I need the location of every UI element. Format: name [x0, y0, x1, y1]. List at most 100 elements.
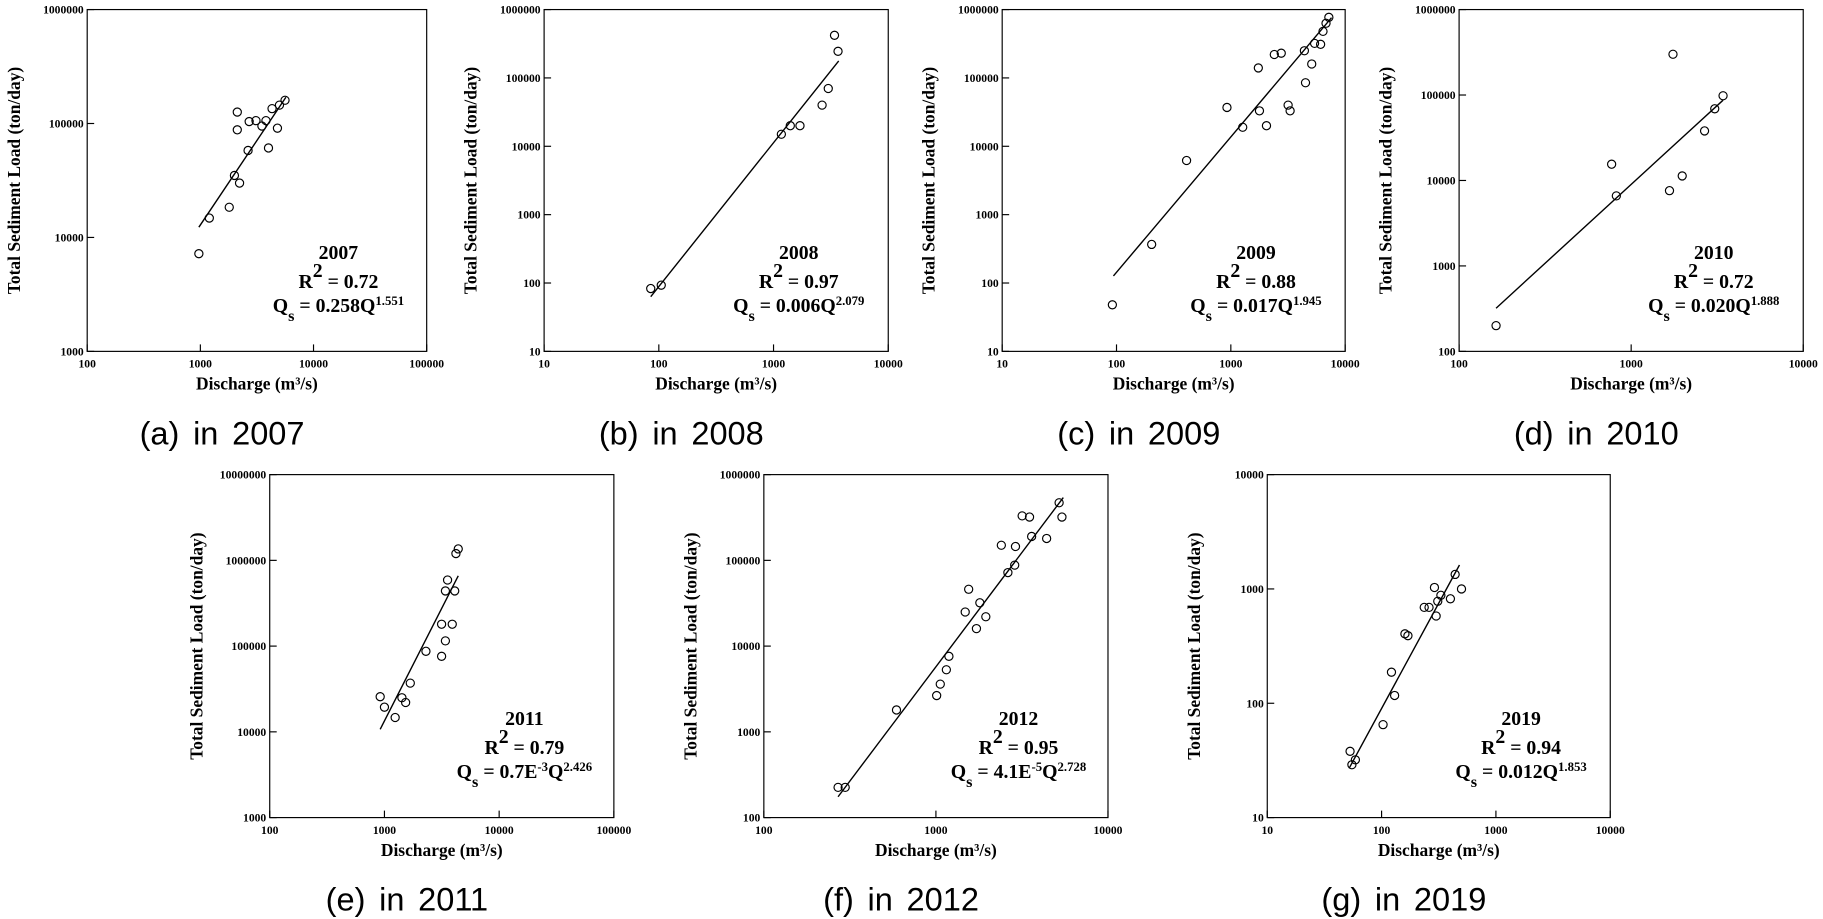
y-tick-label: 10000 — [1235, 469, 1264, 482]
y-tick-label: 100 — [1438, 345, 1456, 358]
annotation-part: Q — [273, 295, 288, 317]
data-point — [1436, 590, 1446, 600]
data-point — [1300, 78, 1311, 88]
annotation-part: Q — [1190, 295, 1205, 317]
data-point — [1054, 498, 1064, 508]
y-axis-label: Total Sediment Load (ton/day) — [919, 67, 939, 295]
annotation-year: 2009 — [1236, 242, 1276, 264]
data-point — [232, 125, 242, 135]
data-point — [1378, 720, 1388, 730]
annotation-part: 2 — [773, 260, 783, 282]
annotation-part: 1.853 — [1558, 760, 1587, 774]
annotation-part: s — [1206, 307, 1212, 325]
panel: 10 100 1000 10000 10 100 1000 10000 100000 100000… — [461, 4, 903, 452]
annotation-part: Q — [1648, 295, 1663, 317]
y-tick-label: 1000000 — [43, 4, 84, 17]
x-axis-label: Discharge (m³/s) — [1570, 374, 1692, 394]
data-point — [261, 115, 271, 126]
x-tick-label: 10000 — [1789, 358, 1818, 371]
annotation-year: 2011 — [505, 708, 543, 730]
annotation-part: Q — [951, 761, 966, 783]
data-point — [944, 651, 954, 661]
annotation-part: 2 — [1495, 726, 1505, 748]
data-point — [244, 116, 254, 127]
data-point — [1269, 49, 1279, 60]
annotation-part: 2 — [993, 726, 1003, 748]
annotation-part: R — [1481, 737, 1496, 759]
data-point — [1276, 48, 1286, 58]
data-point — [1254, 106, 1265, 116]
data-point — [1057, 512, 1067, 522]
data-point — [776, 129, 787, 139]
annotation-equation: Qs = 0.7E-3Q2.426 — [457, 760, 593, 791]
y-tick-label: 1000 — [1241, 583, 1264, 596]
x-tick-label: 10000 — [874, 358, 903, 371]
y-tick-label: 1000 — [1432, 260, 1455, 273]
annotation-equation: Qs = 0.020Q1.888 — [1648, 294, 1779, 325]
y-axis-label: Total Sediment Load (ton/day) — [1184, 532, 1204, 760]
data-point — [194, 249, 204, 259]
data-point — [450, 586, 460, 596]
data-point — [263, 143, 274, 153]
annotation-part: 2.728 — [1058, 760, 1087, 774]
annotation-part: 2.426 — [563, 760, 592, 774]
data-point — [1003, 567, 1013, 578]
x-tick-label: 10000 — [1596, 824, 1625, 837]
data-point — [1664, 186, 1675, 196]
data-point — [1283, 100, 1293, 110]
data-point — [1041, 533, 1052, 544]
data-point — [1718, 91, 1728, 101]
data-point — [1456, 584, 1467, 594]
annotation-part: R — [1674, 271, 1689, 293]
data-point — [1261, 121, 1272, 131]
caption: (c) in 2009 — [1057, 415, 1220, 451]
x-tick-label: 100 — [261, 824, 279, 837]
annotation-year: 2019 — [1501, 708, 1541, 730]
annotation-r2: R2 = 0.72 — [1674, 260, 1754, 293]
annotation-part: Q — [1042, 761, 1057, 783]
annotation-part: R — [979, 737, 994, 759]
data-point — [1299, 46, 1310, 56]
y-tick-label: 1000 — [243, 812, 266, 825]
data-point — [981, 612, 991, 622]
y-axis-label: Total Sediment Load (ton/day) — [186, 532, 206, 760]
y-tick-label: 1000000 — [500, 4, 541, 17]
data-point — [891, 705, 902, 715]
y-tick-label: 10 — [987, 345, 999, 358]
annotation-part: Q — [457, 761, 472, 783]
fit-line — [379, 575, 459, 730]
y-axis-label: Total Sediment Load (ton/day) — [1376, 67, 1396, 295]
y-axis-label: Total Sediment Load (ton/day) — [461, 67, 481, 295]
data-point — [1445, 594, 1456, 604]
annotation-part: = 0.7E — [478, 761, 537, 783]
data-point — [1181, 155, 1192, 166]
data-point — [1668, 49, 1678, 59]
data-point — [436, 619, 447, 629]
y-tick-label: 100000 — [726, 554, 761, 567]
data-point — [257, 121, 267, 131]
y-tick-label: 100000 — [231, 640, 266, 653]
annotation-part: = 0.88 — [1240, 271, 1296, 293]
y-tick-label: 1000000 — [958, 4, 999, 17]
data-point — [204, 213, 214, 223]
x-axis-label: Discharge (m³/s) — [655, 374, 777, 394]
data-point — [833, 782, 843, 793]
data-point — [267, 104, 277, 114]
data-point — [1433, 596, 1443, 606]
x-axis-label: Discharge (m³/s) — [381, 840, 503, 860]
plot-frame — [1266, 474, 1611, 819]
data-point — [243, 145, 253, 156]
annotation-part: = 0.95 — [1003, 737, 1059, 759]
annotation-part: = 0.72 — [1698, 271, 1754, 293]
x-tick-label: 1000 — [1219, 358, 1242, 371]
annotation-part: 1.945 — [1293, 294, 1322, 308]
y-tick-label: 1000 — [737, 726, 760, 739]
annotation-equation: Qs = 0.258Q1.551 — [273, 294, 404, 325]
fit-line — [1495, 99, 1724, 309]
annotation-part: = 0.017Q — [1212, 295, 1293, 317]
x-tick-label: 1000 — [1484, 824, 1507, 837]
data-point — [234, 178, 245, 188]
data-point — [1491, 321, 1501, 331]
annotation-part: = 0.258Q — [294, 295, 375, 317]
data-point — [251, 115, 261, 126]
